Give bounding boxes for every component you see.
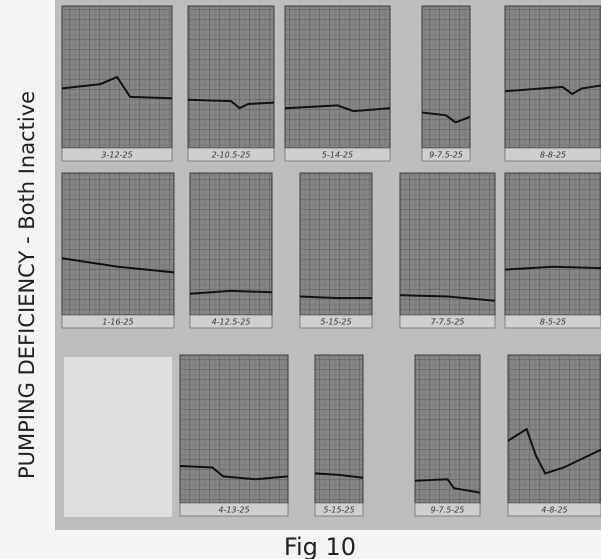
panels: 3-12-25 2-10.5-25 5-14-25 9-7.5-25 8-8-25 1-1… <box>62 6 601 517</box>
strip-label: 5-14-25 <box>322 151 353 160</box>
chart-strip <box>400 173 495 315</box>
strip-label: 5-15-25 <box>320 318 351 327</box>
caption: Fig 10 <box>284 533 356 559</box>
strip-label: 3-12-25 <box>101 151 132 160</box>
strip-label: 7-7.5-25 <box>431 318 465 327</box>
side-title: PUMPING DEFICIENCY - Both Inactive <box>15 91 39 479</box>
chart-strip <box>180 355 288 503</box>
chart-strip <box>315 355 363 503</box>
strip-label: 8-8-25 <box>540 151 566 160</box>
blank-panel <box>64 357 172 517</box>
strip-label: 5-15-25 <box>323 506 354 515</box>
strip-label: 9-7.5-25 <box>431 506 465 515</box>
strip-label: 4-12.5-25 <box>212 318 251 327</box>
chart-strip <box>505 6 601 148</box>
chart-strip <box>300 173 372 315</box>
strip-label: 4-8-25 <box>541 506 567 515</box>
strip-label: 9-7.5-25 <box>429 151 463 160</box>
chart-strip <box>505 173 601 315</box>
figure: 3-12-25 2-10.5-25 5-14-25 9-7.5-25 8-8-25 1-1… <box>0 0 601 559</box>
strip-label: 4-13-25 <box>218 506 249 515</box>
strip-label: 2-10.5-25 <box>212 151 251 160</box>
strip-label: 8-5-25 <box>540 318 566 327</box>
chart-strip <box>422 6 470 148</box>
strip-label: 1-16-25 <box>102 318 133 327</box>
chart-strip <box>508 355 601 503</box>
chart-strip <box>188 6 274 148</box>
chart-strip <box>62 173 174 315</box>
chart-strip <box>285 6 390 148</box>
